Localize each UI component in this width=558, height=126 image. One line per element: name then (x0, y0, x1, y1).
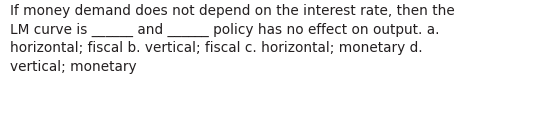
Text: If money demand does not depend on the interest rate, then the
LM curve is _____: If money demand does not depend on the i… (10, 4, 455, 74)
